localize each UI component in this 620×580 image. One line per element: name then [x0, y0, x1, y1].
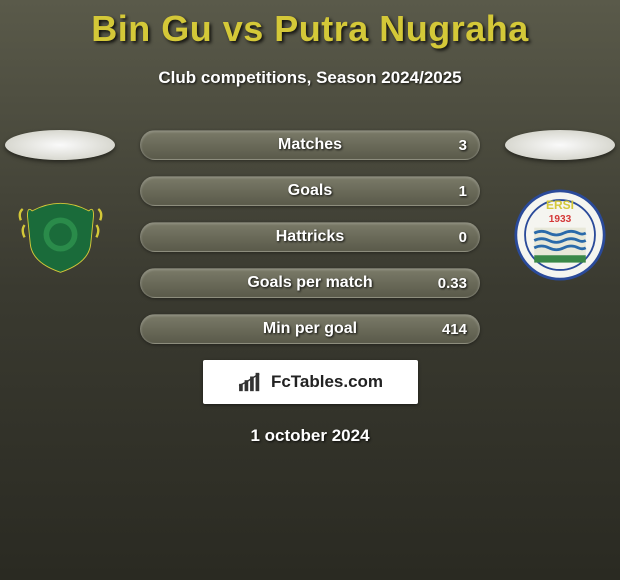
stat-label: Goals per match	[247, 274, 372, 292]
stat-value-right: 0.33	[438, 275, 467, 292]
stat-label: Hattricks	[276, 228, 344, 246]
page-title: Bin Gu vs Putra Nugraha	[0, 0, 620, 50]
stats-list: Matches 3 Goals 1 Hattricks 0 Goals per …	[140, 130, 480, 344]
club-logo-left	[13, 192, 108, 277]
brand-text: FcTables.com	[271, 372, 383, 392]
stat-row-goals: Goals 1	[140, 176, 480, 206]
date-text: 1 october 2024	[0, 426, 620, 446]
player-left-column	[0, 130, 120, 277]
bar-chart-icon	[237, 371, 265, 393]
stat-row-matches: Matches 3	[140, 130, 480, 160]
brand-box[interactable]: FcTables.com	[203, 360, 418, 404]
stat-value-right: 1	[459, 183, 467, 200]
shield-logo-icon	[13, 192, 108, 277]
badge-year: 1933	[549, 214, 572, 225]
badge-text: ERSI	[546, 198, 574, 212]
stat-row-hattricks: Hattricks 0	[140, 222, 480, 252]
stat-row-goals-per-match: Goals per match 0.33	[140, 268, 480, 298]
stat-row-min-per-goal: Min per goal 414	[140, 314, 480, 344]
stat-label: Goals	[288, 182, 332, 200]
player-left-placeholder	[5, 130, 115, 160]
club-logo-right: ERSI 1933	[513, 192, 608, 277]
circle-badge-icon: ERSI 1933	[514, 189, 606, 281]
player-right-placeholder	[505, 130, 615, 160]
stat-value-right: 0	[459, 229, 467, 246]
comparison-content: ERSI 1933 Matches 3 Goals 1 Hattricks 0 …	[0, 130, 620, 446]
subtitle: Club competitions, Season 2024/2025	[0, 68, 620, 88]
stat-label: Min per goal	[263, 320, 357, 338]
stat-label: Matches	[278, 136, 342, 154]
stat-value-right: 414	[442, 321, 467, 338]
stat-value-right: 3	[459, 137, 467, 154]
player-right-column: ERSI 1933	[500, 130, 620, 277]
